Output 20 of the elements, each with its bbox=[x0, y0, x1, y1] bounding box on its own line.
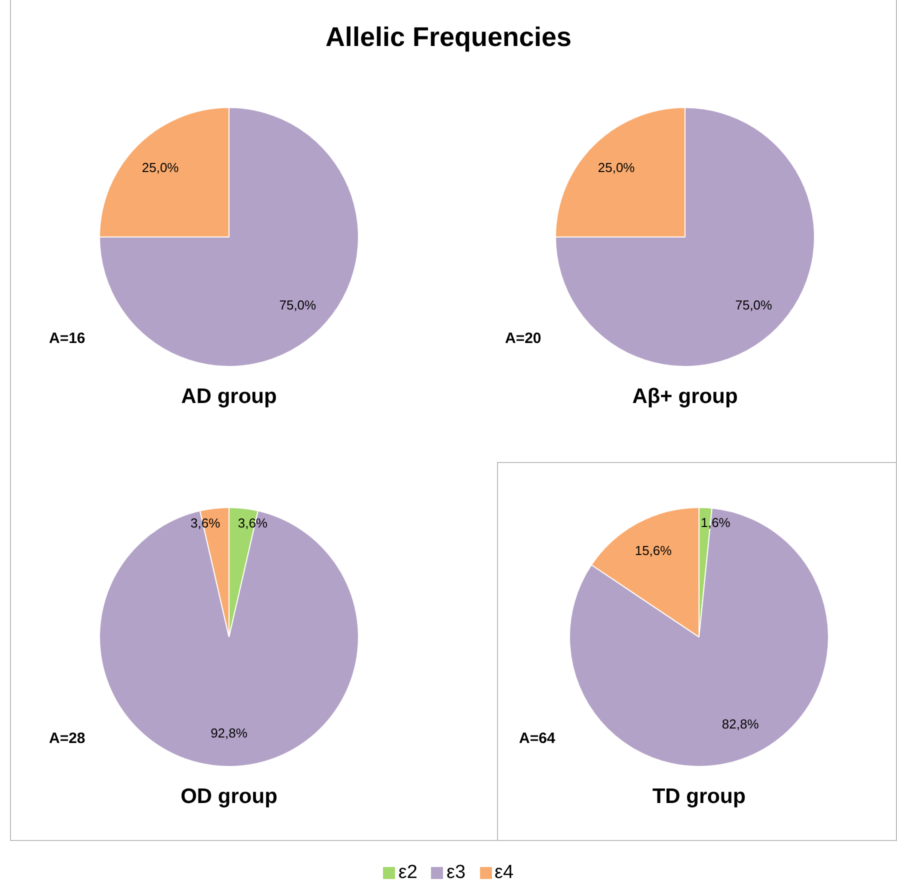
legend-label: ε4 bbox=[494, 862, 514, 884]
data-label: 82,8% bbox=[722, 716, 760, 732]
text: A=28 bbox=[49, 730, 86, 747]
data-label: 75,0% bbox=[279, 297, 317, 312]
text: A=16 bbox=[49, 330, 86, 347]
text: AD group bbox=[180, 385, 278, 409]
text: Aβ+ group bbox=[631, 385, 739, 409]
text: A=64 bbox=[519, 730, 556, 747]
data-label: 75,0% bbox=[735, 297, 773, 312]
data-label: 15,6% bbox=[634, 542, 672, 558]
text: A=20 bbox=[505, 330, 542, 347]
text: TD group bbox=[651, 785, 747, 809]
legend-label: ε3 bbox=[446, 862, 466, 884]
data-label: 25,0% bbox=[598, 160, 636, 175]
text: OD group bbox=[180, 785, 278, 809]
data-label: 92,8% bbox=[210, 726, 248, 741]
legend-label: ε2 bbox=[398, 862, 418, 884]
data-label: 25,0% bbox=[142, 160, 180, 175]
chart-title: Allelic Frequencies bbox=[324, 22, 573, 53]
data-label: 1,6% bbox=[700, 514, 731, 530]
